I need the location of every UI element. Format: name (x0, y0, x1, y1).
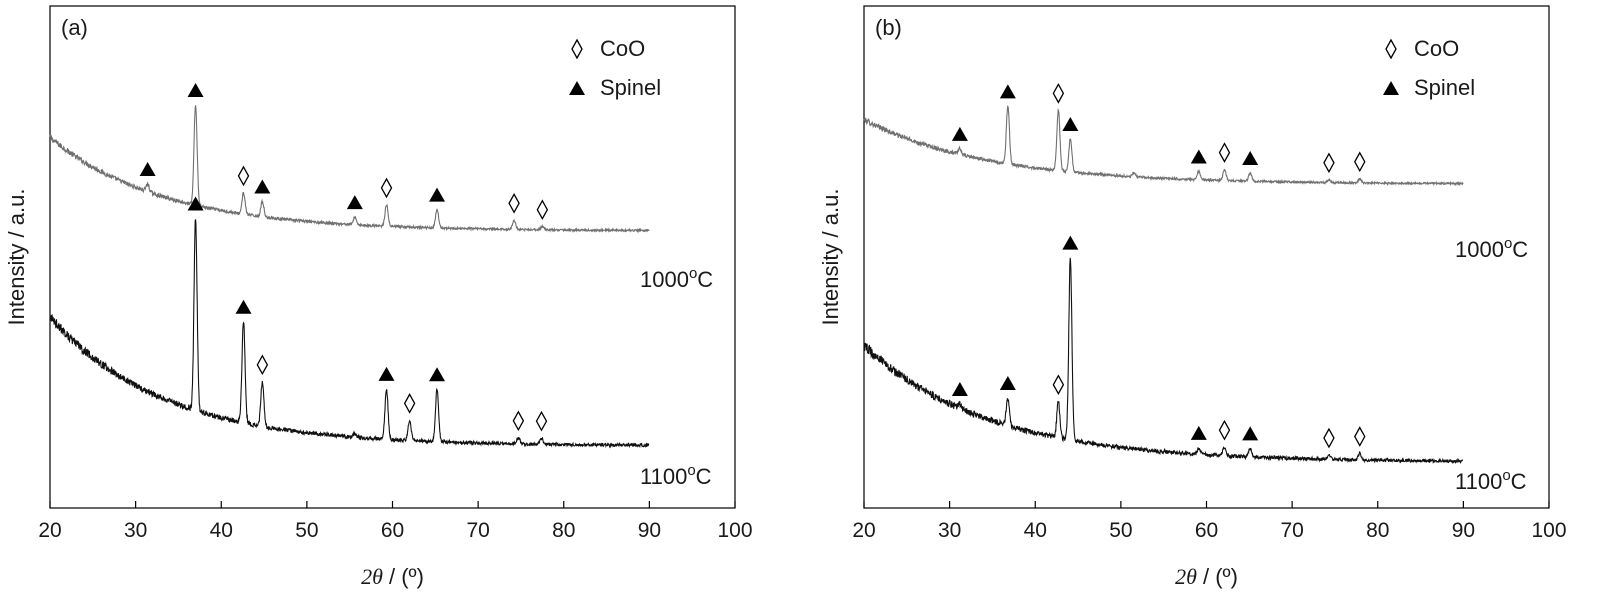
peak-marker-coo (512, 410, 525, 432)
x-tick-label: 50 (1109, 519, 1132, 542)
legend-triangle-marker (569, 81, 585, 95)
x-axis-title: 2θ / (º) (1175, 564, 1238, 589)
x-tick-label: 30 (938, 519, 961, 542)
series-1100: 1100oC (49, 196, 712, 489)
legend-diamond-marker (1385, 38, 1397, 60)
series-1100: 1100oC (863, 235, 1527, 494)
peak-marker-coo (1354, 426, 1366, 447)
peak-marker-spinel (951, 382, 968, 397)
panel-label: (b) (875, 15, 902, 40)
x-tick-label: 90 (638, 519, 661, 542)
legend-label-spinel: Spinel (1414, 75, 1475, 100)
x-tick-label: 60 (381, 519, 404, 542)
peak-marker-spinel (1062, 235, 1079, 250)
peak-marker-spinel (346, 195, 363, 210)
peak-marker-spinel (429, 187, 446, 202)
x-tick-label: 80 (552, 519, 575, 542)
peak-marker-spinel (999, 84, 1016, 99)
peak-marker-spinel (951, 126, 968, 141)
peak-marker-coo (1218, 142, 1231, 163)
legend: CoO Spinel (569, 36, 661, 100)
series-label: 1000oC (1455, 235, 1528, 262)
xrd-pattern-line (49, 105, 650, 234)
xrd-pattern-line (863, 257, 1464, 465)
x-tick-label: 20 (852, 519, 875, 542)
peak-marker-spinel (187, 82, 204, 97)
y-axis-title: Intensity / a.u. (818, 189, 843, 326)
peak-marker-spinel (1190, 425, 1207, 440)
x-tick-label: 70 (1280, 519, 1303, 542)
peak-marker-coo (1052, 83, 1065, 104)
peak-marker-coo (403, 393, 416, 414)
xrd-pattern-line (49, 218, 650, 449)
peak-marker-spinel (187, 196, 204, 211)
y-axis-title: Intensity / a.u. (4, 189, 29, 326)
peak-marker-spinel (429, 367, 446, 382)
series-1000: 1000oC (863, 83, 1528, 262)
xrd-pattern-line (863, 104, 1464, 187)
panel-a: 20 30 40 50 60 70 80 90 100 2θ / (º) Intensity / a… (4, 5, 753, 589)
series-label: 1100oC (1455, 467, 1527, 494)
x-tick-label: 30 (124, 519, 147, 542)
x-tick-label: 40 (210, 519, 233, 542)
legend-diamond-marker (571, 38, 583, 60)
legend-label-coo: CoO (1414, 36, 1459, 61)
peak-marker-coo (256, 354, 269, 376)
peak-marker-coo (380, 177, 393, 199)
x-tick-label: 100 (717, 519, 752, 542)
series-label: 1100oC (640, 462, 712, 489)
peak-marker-coo (1218, 419, 1231, 441)
peak-marker-spinel (139, 162, 156, 177)
peak-marker-spinel (999, 375, 1016, 390)
legend-triangle-marker (1383, 81, 1399, 95)
peak-marker-spinel (1242, 150, 1259, 165)
x-tick-label: 90 (1452, 519, 1475, 542)
x-tick-label: 70 (466, 519, 489, 542)
legend-label-spinel: Spinel (600, 75, 661, 100)
x-axis-title: 2θ / (º) (361, 564, 424, 589)
series-1000: 1000oC (49, 82, 713, 292)
peak-marker-coo (237, 165, 250, 187)
x-tick-label: 40 (1024, 519, 1047, 542)
peak-marker-spinel (1062, 117, 1079, 132)
peak-marker-coo (1354, 151, 1366, 173)
peak-marker-spinel (378, 366, 395, 381)
legend: CoO Spinel (1383, 36, 1475, 100)
x-tick-label: 60 (1195, 519, 1218, 542)
x-tick-label: 20 (38, 519, 61, 542)
peak-marker-coo (535, 410, 548, 432)
peak-marker-coo (1052, 374, 1065, 396)
x-tick-label: 80 (1366, 519, 1389, 542)
panel-b: 20 30 40 50 60 70 80 90 100 2θ / (º) Intensity / a… (818, 5, 1567, 589)
peak-marker-coo (508, 192, 520, 214)
series-label: 1000oC (640, 265, 713, 292)
x-tick-label: 100 (1531, 519, 1566, 542)
peak-marker-spinel (254, 179, 271, 194)
legend-label-coo: CoO (600, 36, 645, 61)
peak-marker-coo (1323, 427, 1335, 449)
peak-marker-spinel (235, 299, 252, 314)
peak-marker-coo (1323, 152, 1335, 174)
x-tick-label: 50 (295, 519, 318, 542)
peak-marker-spinel (1190, 149, 1207, 164)
panel-label: (a) (61, 15, 88, 40)
peak-marker-spinel (1242, 426, 1259, 441)
peak-marker-coo (536, 199, 549, 221)
